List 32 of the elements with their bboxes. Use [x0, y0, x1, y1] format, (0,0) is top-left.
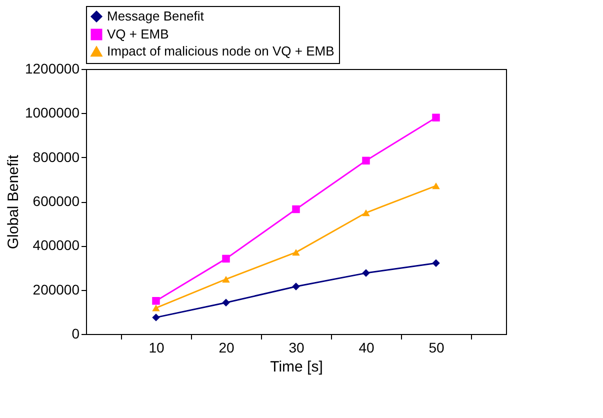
x-tick-label: 30: [288, 340, 304, 356]
point: [292, 248, 300, 256]
point: [152, 304, 160, 312]
point: [152, 314, 160, 322]
y-tick-label: 200000: [32, 281, 80, 298]
x-tick-label: 50: [428, 340, 444, 356]
x-tick-label: 20: [218, 340, 234, 356]
x-axis-title: Time [s]: [270, 358, 323, 376]
y-axis-title: Global Benefit: [4, 154, 22, 250]
point: [222, 298, 230, 307]
point: [362, 209, 370, 216]
y-tick-label: 1000000: [24, 104, 80, 121]
y-tick-label: 800000: [32, 148, 80, 165]
point: [362, 269, 370, 277]
point: [292, 205, 300, 214]
point: [152, 297, 160, 305]
point: [292, 282, 300, 290]
point: [432, 182, 440, 190]
point: [362, 156, 370, 165]
legend-label: Message Benefit: [107, 8, 204, 24]
point: [222, 254, 230, 263]
y-tick-label: 400000: [32, 237, 80, 254]
point: [222, 276, 230, 283]
x-tick-label: 10: [148, 340, 164, 356]
point: [432, 259, 440, 267]
y-tick-label: 600000: [32, 193, 80, 209]
y-tick-label: 0: [72, 326, 80, 342]
legend-label: Impact of malicious node on VQ + EMB: [107, 44, 334, 58]
y-tick-label: 1200000: [24, 60, 80, 76]
x-tick-label: 40: [358, 340, 374, 356]
point: [432, 114, 440, 122]
legend-label: VQ + EMB: [107, 26, 169, 42]
